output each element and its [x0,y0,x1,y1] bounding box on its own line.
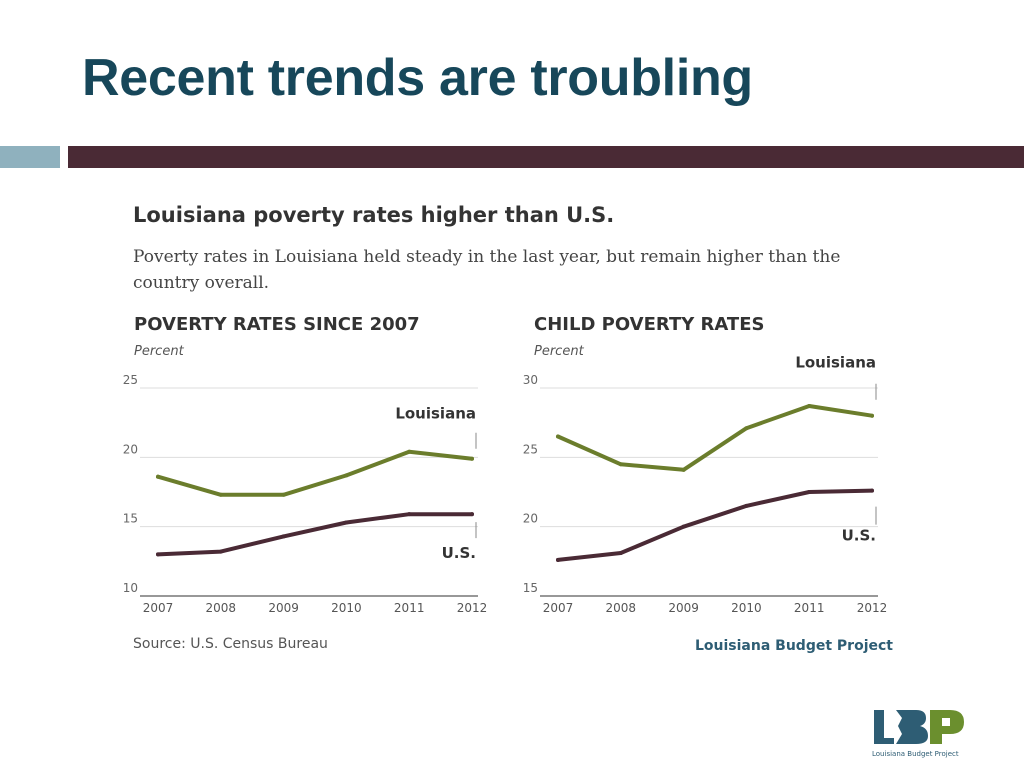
chart-plot-area: 15 20 25 30 2007 2008 2009 2010 2011 2012 Louisian… [523,354,888,615]
data-point [470,512,474,517]
data-point [681,467,686,472]
figure-description: Poverty rates in Louisiana held steady i… [133,247,841,293]
y-tick-label: 25 [523,442,538,456]
series-line-us [556,488,874,562]
data-point [556,557,560,562]
y-tick-label: 20 [523,512,538,526]
accent-bar [0,146,60,168]
chart-plot-area: 10 15 20 25 2007 2008 2009 2010 2011 2012 Louisian… [123,373,488,615]
y-tick-label: 25 [123,373,138,387]
series-line-louisiana [156,449,474,497]
series-label: U.S. [442,544,476,562]
data-point [618,462,623,467]
logo-l-shape [874,710,894,744]
data-point [281,492,286,497]
lbp-logo: Louisiana Budget Project [870,708,970,760]
series-label: U.S. [842,527,876,545]
series-line-louisiana [556,404,874,472]
data-point [218,492,223,497]
header-divider-bar [68,146,1024,168]
data-point [344,520,349,525]
x-tick-label: 2009 [268,601,299,615]
series-line-us [156,512,474,557]
logo-caption: Louisiana Budget Project [872,750,959,758]
data-point [218,549,223,554]
chart-title: CHILD POVERTY RATES [534,314,765,335]
data-point [344,473,349,478]
chart-unit-label: Percent [134,344,184,359]
y-tick-label: 20 [123,442,138,456]
data-point [744,503,749,508]
x-tick-label: 2007 [143,601,174,615]
y-tick-label: 30 [523,373,538,387]
x-tick-label: 2007 [543,601,574,615]
logo-b-shape [896,710,928,744]
slide-title: Recent trends are troubling [82,49,753,107]
x-tick-label: 2008 [606,601,637,615]
data-point [870,413,874,418]
series-label: Louisiana [795,354,876,372]
figure-heading: Louisiana poverty rates higher than U.S. [133,203,615,227]
lbp-logo-mark: Louisiana Budget Project [872,710,964,758]
x-tick-label: 2010 [731,601,762,615]
credit-label: Louisiana Budget Project [695,638,893,654]
data-point [618,551,623,556]
data-point [870,488,874,493]
data-point [807,490,812,494]
x-tick-label: 2011 [394,601,425,615]
x-tick-label: 2012 [457,601,488,615]
data-point [470,456,474,461]
x-tick-label: 2008 [206,601,237,615]
x-tick-label: 2011 [794,601,825,615]
x-tick-label: 2012 [857,601,888,615]
data-point [281,534,286,539]
y-tick-label: 10 [123,581,138,595]
data-point [407,449,412,454]
chart-child-poverty-rates: CHILD POVERTY RATES Percent 15 20 25 30 2007… [510,312,890,632]
y-tick-label: 15 [123,512,138,526]
data-point [807,404,812,409]
x-tick-label: 2009 [668,601,699,615]
logo-p-shape [930,710,964,744]
chart-title: POVERTY RATES SINCE 2007 [134,314,420,335]
x-tick-label: 2010 [331,601,362,615]
data-point [744,426,749,431]
chart-unit-label: Percent [534,344,584,359]
data-point [407,512,412,517]
data-point [556,434,560,439]
series-label: Louisiana [395,405,476,423]
data-point [156,474,160,479]
data-point [681,524,686,529]
source-note: Source: U.S. Census Bureau [133,636,328,652]
y-tick-label: 15 [523,581,538,595]
data-point [156,552,160,557]
chart-poverty-rates: POVERTY RATES SINCE 2007 Percent 10 15 20 2… [110,312,490,632]
